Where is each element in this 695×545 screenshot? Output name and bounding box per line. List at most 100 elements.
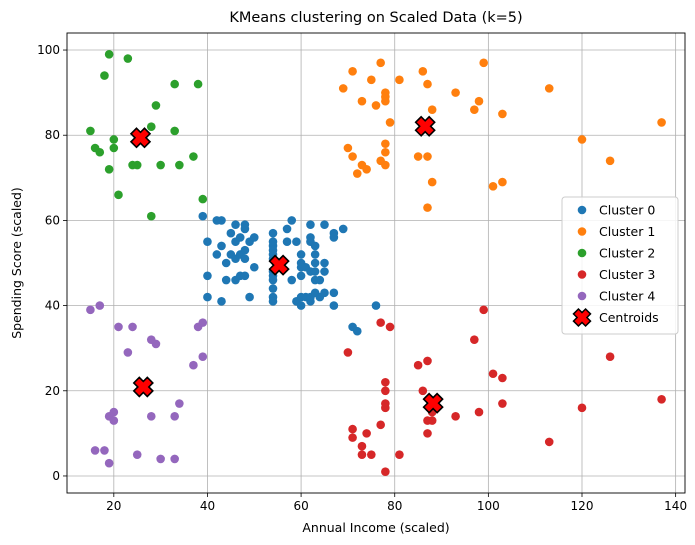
cluster-0-point	[320, 267, 329, 276]
cluster-0-point	[329, 288, 339, 298]
cluster-1-point	[418, 67, 428, 76]
cluster-3-point	[488, 369, 498, 379]
cluster-1-point	[348, 152, 357, 161]
cluster-0-point	[198, 211, 208, 221]
legend-marker	[577, 248, 587, 258]
cluster-3-point	[474, 407, 484, 417]
cluster-3-point	[348, 433, 357, 442]
cluster-3-point	[357, 441, 367, 451]
legend-entry-label: Cluster 1	[599, 224, 655, 239]
cluster-2-point	[109, 135, 119, 144]
cluster-0-point	[221, 275, 231, 285]
cluster-4-point	[189, 360, 198, 370]
cluster-2-point	[198, 194, 208, 204]
y-tick-label: 20	[45, 384, 60, 398]
cluster-0-point	[310, 267, 320, 276]
cluster-3-point	[357, 450, 367, 459]
cluster-3-point	[544, 437, 554, 447]
cluster-1-point	[367, 75, 376, 85]
cluster-3-point	[348, 424, 357, 434]
cluster-1-point	[577, 135, 587, 144]
cluster-0-point	[235, 233, 245, 242]
cluster-4-point	[109, 416, 119, 425]
plot-area-frame	[66, 32, 686, 494]
cluster-0-point	[296, 250, 306, 259]
cluster-1-point	[423, 152, 432, 161]
cluster-2-point	[132, 160, 142, 170]
cluster-4-point	[132, 450, 142, 459]
cluster-0-point	[338, 224, 348, 234]
cluster-0-point	[282, 224, 292, 234]
cluster-1-point	[479, 58, 488, 68]
cluster-0-point	[296, 271, 306, 281]
cluster-2-point	[175, 160, 184, 170]
cluster-0-point	[240, 245, 250, 255]
cluster-4-point	[114, 322, 123, 332]
cluster-4-point	[123, 348, 133, 357]
cluster-0-point	[240, 224, 250, 234]
cluster-0-point	[320, 288, 329, 298]
cluster-1-point	[498, 177, 507, 187]
cluster-0-point	[268, 297, 278, 306]
legend-box	[561, 196, 679, 335]
legend-marker	[577, 205, 587, 215]
legend-entry-label: Centroids	[599, 310, 659, 325]
cluster-0-point	[203, 292, 212, 302]
cluster-0-point	[320, 220, 329, 229]
cluster-3-point	[577, 403, 587, 413]
cluster-4-point	[198, 352, 208, 362]
cluster-2-point	[189, 152, 198, 161]
cluster-3-point	[376, 318, 385, 327]
cluster-1-point	[357, 96, 367, 106]
cluster-0-point	[292, 237, 301, 247]
cluster-3-point	[498, 399, 507, 408]
cluster-0-point	[203, 237, 212, 247]
centroid-markers	[129, 115, 444, 414]
cluster-1-point	[427, 105, 437, 114]
cluster-3-point	[381, 467, 390, 477]
centroid-marker	[268, 254, 290, 276]
cluster-4-point	[100, 446, 109, 455]
cluster-1-point	[381, 92, 390, 102]
cluster-2-point	[104, 49, 114, 59]
x-tick-label: 40	[200, 499, 215, 513]
cluster-1-point	[362, 164, 371, 174]
cluster-0-point	[268, 275, 278, 285]
cluster-4-point	[128, 322, 137, 332]
cluster-3-point	[381, 403, 390, 413]
cluster-4-point	[170, 454, 179, 464]
cluster-1-point	[376, 58, 385, 68]
cluster-2-point	[109, 143, 119, 153]
x-tick-label: 60	[293, 499, 308, 513]
cluster-0-point	[287, 216, 297, 225]
cluster-0-point	[315, 275, 325, 285]
cluster-3-point	[381, 386, 390, 396]
cluster-3-point	[498, 373, 507, 383]
cluster-0-point	[240, 254, 250, 264]
cluster-0-point	[329, 301, 339, 310]
cluster-0-point	[212, 250, 222, 259]
cluster-4-point	[146, 412, 156, 421]
cluster-1-point	[343, 143, 353, 153]
cluster-1-point	[352, 169, 362, 178]
legend-entry-label: Cluster 3	[599, 267, 655, 282]
cluster-3-point	[470, 335, 479, 344]
legend-entry-label: Cluster 2	[599, 246, 655, 261]
cluster-2-point	[170, 126, 179, 136]
cluster-4-point	[198, 318, 208, 327]
cluster-0-point	[352, 326, 362, 336]
y-tick-label: 0	[52, 469, 60, 483]
y-tick-label: 60	[45, 213, 60, 227]
x-tick-label: 140	[664, 499, 687, 513]
cluster-3-point	[605, 352, 615, 362]
cluster-1-point	[413, 152, 423, 161]
cluster-3-point	[479, 305, 488, 315]
cluster-4-point	[104, 458, 114, 468]
data-points	[86, 49, 666, 477]
cluster-2-point	[114, 190, 123, 200]
cluster-3-point	[427, 416, 437, 425]
cluster-2-point	[123, 54, 133, 63]
legend-entry-label: Cluster 4	[599, 289, 655, 304]
cluster-0-point	[329, 233, 339, 242]
